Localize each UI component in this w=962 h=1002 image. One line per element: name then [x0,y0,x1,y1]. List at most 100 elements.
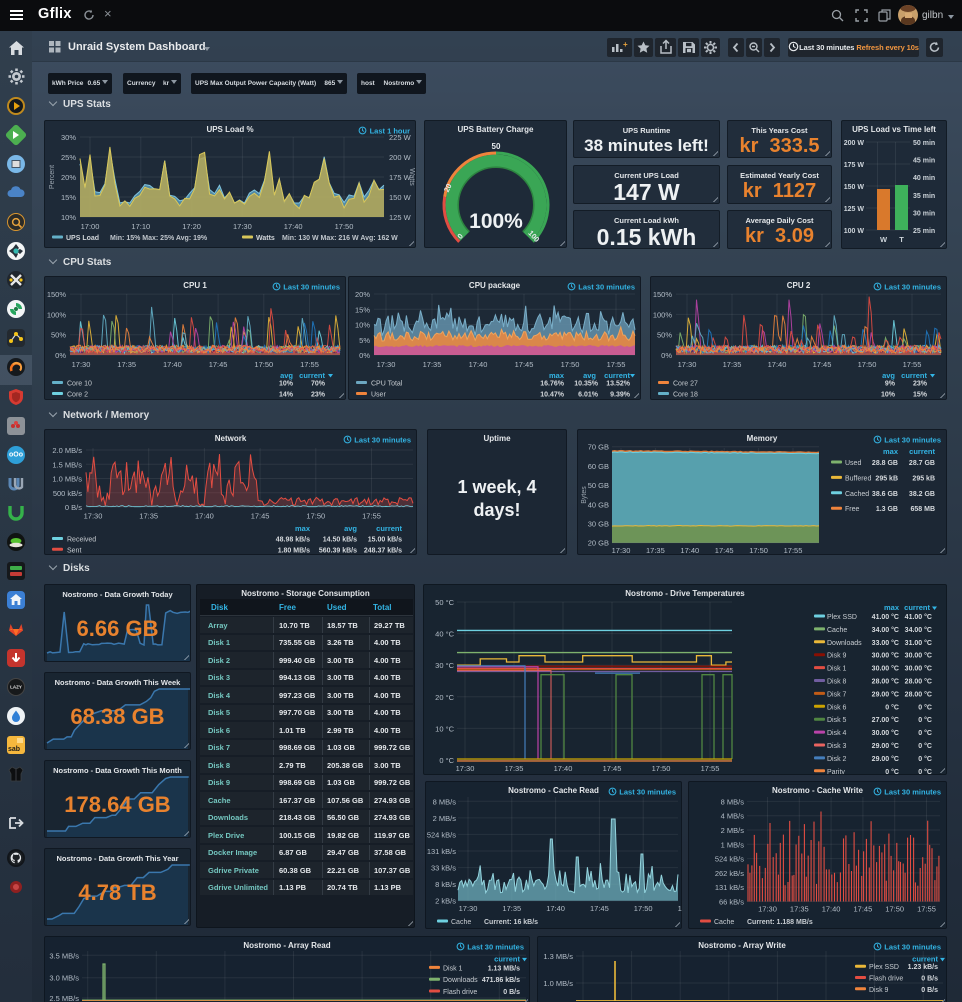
svg-text:0%: 0% [55,351,66,360]
svg-text:current: current [912,954,938,963]
svg-text:17:55: 17:55 [903,360,922,369]
svg-text:Disk 6: Disk 6 [827,704,847,711]
svg-text:10.47%: 10.47% [540,392,565,399]
svg-text:current: current [494,954,520,963]
svg-text:17:35: 17:35 [423,360,442,369]
svg-text:2 MB/s: 2 MB/s [721,826,745,835]
svg-text:34.00 °C: 34.00 °C [872,626,899,634]
svg-text:17:55: 17:55 [678,904,682,913]
svg-text:Percent: Percent [49,165,56,189]
svg-text:Plex SSD: Plex SSD [827,614,857,621]
svg-text:40 °C: 40 °C [435,630,454,639]
svg-text:Current: 1.188 MB/s: Current: 1.188 MB/s [747,919,813,926]
svg-text:2 kB/s: 2 kB/s [435,897,456,906]
svg-text:60 GB: 60 GB [588,462,609,471]
svg-text:17:50: 17:50 [254,360,273,369]
svg-text:15%: 15% [61,193,76,202]
svg-text:0 °C: 0 °C [918,742,932,750]
svg-text:17:40: 17:40 [469,360,488,369]
svg-text:Cache: Cache [451,919,471,926]
svg-text:17:40: 17:40 [195,512,214,521]
svg-text:17:00: 17:00 [81,222,100,231]
svg-text:125 W: 125 W [389,213,412,222]
svg-text:17:40: 17:40 [822,905,841,914]
svg-text:17:45: 17:45 [813,360,832,369]
svg-text:0 B/s: 0 B/s [921,976,938,983]
svg-text:Plex SSD: Plex SSD [869,964,899,971]
svg-text:17:45: 17:45 [515,360,534,369]
svg-text:17:35: 17:35 [117,360,136,369]
svg-text:17:30: 17:30 [84,512,103,521]
svg-text:14.50 kB/s: 14.50 kB/s [323,537,357,544]
svg-text:avg: avg [882,371,895,380]
svg-text:0 °C: 0 °C [918,729,932,737]
svg-text:560.39 kB/s: 560.39 kB/s [319,547,357,554]
svg-text:50 min: 50 min [913,140,935,147]
svg-text:31.00 °C: 31.00 °C [905,639,932,647]
svg-text:17:20: 17:20 [182,222,201,231]
svg-text:avg: avg [344,524,357,533]
svg-text:Disk 9: Disk 9 [869,987,889,994]
svg-text:17:40: 17:40 [680,546,699,554]
svg-text:Cache: Cache [827,627,847,634]
svg-text:current: current [299,371,325,380]
svg-text:14%: 14% [279,392,294,399]
svg-text:150 W: 150 W [844,184,865,191]
svg-text:225 W: 225 W [389,133,412,142]
svg-text:33.00 °C: 33.00 °C [872,639,899,647]
svg-text:17:40: 17:40 [554,764,573,773]
svg-text:10.35%: 10.35% [574,381,599,388]
svg-text:29.00 °C: 29.00 °C [872,690,899,698]
svg-text:40 GB: 40 GB [588,500,609,509]
svg-text:17:30: 17:30 [612,546,631,554]
svg-text:Bytes: Bytes [581,486,588,504]
svg-text:17:35: 17:35 [646,546,665,554]
svg-text:17:40: 17:40 [546,904,565,913]
svg-text:10%: 10% [61,213,76,222]
svg-text:17:55: 17:55 [784,546,803,554]
svg-text:295 kB: 295 kB [875,475,898,482]
svg-text:500 kB/s: 500 kB/s [53,489,82,498]
svg-text:17:30: 17:30 [678,360,697,369]
svg-text:50%: 50% [657,331,672,340]
svg-text:Disk 3: Disk 3 [827,743,847,750]
svg-text:100 W: 100 W [844,228,865,235]
svg-text:200 W: 200 W [389,153,412,162]
svg-text:17:30: 17:30 [233,222,252,231]
svg-text:200 W: 200 W [844,140,865,147]
svg-text:30 min: 30 min [913,210,935,217]
svg-text:17:35: 17:35 [505,764,524,773]
svg-text:30.00 °C: 30.00 °C [905,665,932,673]
svg-text:17:30: 17:30 [456,764,475,773]
svg-text:1.80 MB/s: 1.80 MB/s [278,547,310,554]
svg-text:17:30: 17:30 [72,360,91,369]
svg-text:0 B/s: 0 B/s [503,989,520,996]
svg-text:38.6 GB: 38.6 GB [872,491,898,498]
svg-text:T: T [899,235,904,244]
svg-text:524 kB/s: 524 kB/s [427,830,456,839]
svg-text:20: 20 [442,182,454,193]
svg-text:30 °C: 30 °C [435,661,454,670]
svg-text:Disk 7: Disk 7 [827,691,847,698]
svg-text:175 W: 175 W [844,162,865,169]
svg-text:17:55: 17:55 [701,764,720,773]
svg-text:262 kB/s: 262 kB/s [715,869,744,878]
svg-text:Sent: Sent [67,547,81,554]
svg-text:9%: 9% [885,381,896,388]
svg-text:9.39%: 9.39% [610,392,631,399]
svg-text:30 GB: 30 GB [588,520,609,529]
svg-text:29.00 °C: 29.00 °C [872,755,899,763]
svg-text:50 °C: 50 °C [435,598,454,607]
svg-text:17:45: 17:45 [603,764,622,773]
svg-text:17:10: 17:10 [131,222,150,231]
svg-text:1 MB/s: 1 MB/s [721,840,745,849]
svg-text:40 min: 40 min [913,175,935,182]
svg-text:70%: 70% [311,381,326,388]
svg-text:max: max [549,371,565,380]
svg-text:0 °C: 0 °C [918,768,932,774]
svg-text:70 GB: 70 GB [588,443,609,452]
svg-text:17:40: 17:40 [163,360,182,369]
svg-text:1.13 MB/s: 1.13 MB/s [488,965,520,972]
svg-text:20%: 20% [61,173,76,182]
svg-text:20%: 20% [355,290,370,299]
